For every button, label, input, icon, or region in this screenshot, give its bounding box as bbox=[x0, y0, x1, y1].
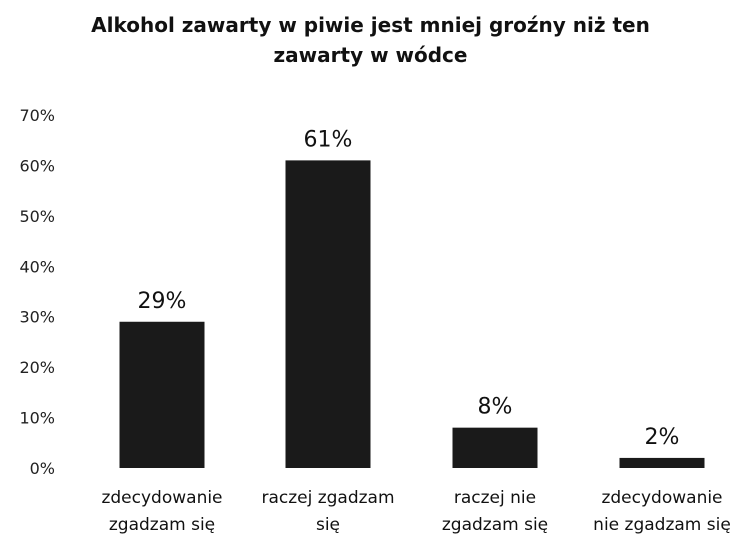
y-tick-label: 70% bbox=[19, 106, 55, 125]
y-tick-label: 50% bbox=[19, 207, 55, 226]
data-label: 29% bbox=[138, 289, 187, 314]
x-category-label: zdecydowanie bbox=[101, 488, 222, 508]
bar bbox=[619, 457, 705, 468]
y-tick-label: 10% bbox=[19, 409, 55, 428]
x-category-label: się bbox=[316, 515, 340, 535]
bar bbox=[119, 321, 205, 468]
data-label: 2% bbox=[645, 425, 680, 450]
x-category-label: zdecydowanie bbox=[601, 488, 722, 508]
x-category-label: raczej nie bbox=[454, 488, 536, 508]
y-tick-label: 20% bbox=[19, 358, 55, 377]
chart-title: Alkohol zawarty w piwie jest mniej groźn… bbox=[0, 10, 741, 70]
y-tick-label: 40% bbox=[19, 257, 55, 276]
y-tick-label: 60% bbox=[19, 156, 55, 175]
x-category-label: zgadzam się bbox=[109, 515, 215, 535]
x-category-label: nie zgadzam się bbox=[593, 515, 731, 535]
y-tick-label: 30% bbox=[19, 308, 55, 327]
bar bbox=[285, 160, 371, 468]
y-tick-label: 0% bbox=[30, 459, 55, 478]
chart-title-line-1: Alkohol zawarty w piwie jest mniej groźn… bbox=[91, 13, 650, 37]
chart-title-line-2: zawarty w wódce bbox=[273, 43, 468, 67]
data-label: 8% bbox=[478, 395, 513, 420]
x-category-label: zgadzam się bbox=[442, 515, 548, 535]
bar bbox=[452, 427, 538, 468]
data-label: 61% bbox=[304, 127, 353, 152]
x-category-label: raczej zgadzam bbox=[261, 488, 394, 508]
